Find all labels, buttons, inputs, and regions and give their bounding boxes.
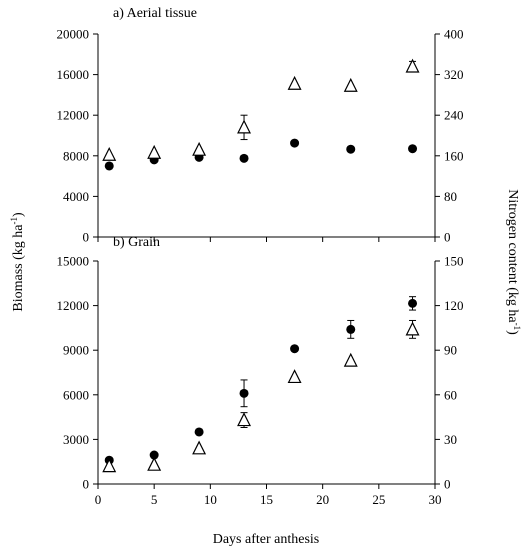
y-left-tick-label: 15000 xyxy=(57,254,90,269)
data-point-triangle xyxy=(287,369,302,384)
y-right-tick-label: 320 xyxy=(444,67,464,82)
data-point-triangle xyxy=(147,144,162,159)
y-right-tick-label: 30 xyxy=(444,432,457,447)
x-tick-label: 20 xyxy=(316,492,329,507)
y-right-tick-label: 90 xyxy=(444,343,457,358)
series-filled-circle xyxy=(104,296,418,465)
data-point-triangle xyxy=(405,321,420,336)
data-point-triangle xyxy=(102,146,117,161)
y-left-tick-label: 12000 xyxy=(57,108,90,123)
y-axis-right-title: Nitrogen content (kg ha-1) xyxy=(505,189,522,335)
data-point-circle xyxy=(194,427,204,437)
y-right-tick-label: 400 xyxy=(444,27,464,42)
y-right-tick-label: 150 xyxy=(444,254,464,269)
y-right-tick-label: 240 xyxy=(444,108,464,123)
y-left-tick-label: 16000 xyxy=(57,67,90,82)
data-point-circle xyxy=(346,144,356,154)
data-point-triangle xyxy=(237,119,252,134)
series-open-triangle xyxy=(102,58,420,161)
y-left-tick-label: 6000 xyxy=(63,387,89,402)
y-right-tick-label: 60 xyxy=(444,387,457,402)
y-left-tick-label: 4000 xyxy=(63,189,89,204)
data-point-triangle xyxy=(192,141,207,156)
y-right-tick-label: 0 xyxy=(444,477,451,492)
data-point-circle xyxy=(290,344,300,354)
y-right-tick-label: 160 xyxy=(444,148,464,163)
data-point-circle xyxy=(346,324,356,334)
data-point-circle xyxy=(408,144,418,154)
data-point-circle xyxy=(290,138,300,148)
data-point-triangle xyxy=(147,456,162,471)
panel-title: a) Aerial tissue xyxy=(113,6,197,21)
y-right-tick-label: 120 xyxy=(444,298,464,313)
x-tick-label: 30 xyxy=(429,492,442,507)
y-right-tick-label: 0 xyxy=(444,230,451,245)
x-tick-label: 0 xyxy=(95,492,102,507)
chart-panel-2: b) Grain03000600090001200015000030609012… xyxy=(57,235,464,507)
chart-panel-1: a) Aerial tissue040008000120001600020000… xyxy=(57,6,464,245)
x-tick-label: 5 xyxy=(151,492,158,507)
y-left-tick-label: 12000 xyxy=(57,298,90,313)
y-left-tick-label: 0 xyxy=(83,230,90,245)
data-point-circle xyxy=(239,153,249,163)
series-open-triangle xyxy=(102,319,420,473)
y-right-tick-label: 80 xyxy=(444,189,457,204)
data-point-circle xyxy=(149,450,159,460)
panel-title: b) Grain xyxy=(113,235,160,250)
y-left-tick-label: 0 xyxy=(83,477,90,492)
data-point-triangle xyxy=(102,458,117,473)
data-point-triangle xyxy=(343,77,358,92)
data-point-circle xyxy=(104,161,114,171)
data-point-triangle xyxy=(237,412,252,427)
x-tick-label: 25 xyxy=(372,492,385,507)
data-point-triangle xyxy=(192,440,207,455)
data-point-triangle xyxy=(405,58,420,73)
data-point-triangle xyxy=(343,352,358,367)
y-left-tick-label: 3000 xyxy=(63,432,89,447)
y-left-tick-label: 8000 xyxy=(63,148,89,163)
y-axis-left-title: Biomass (kg ha-1) xyxy=(9,212,26,312)
data-point-triangle xyxy=(287,75,302,90)
data-point-circle xyxy=(239,388,249,398)
data-point-circle xyxy=(408,298,418,308)
x-tick-label: 15 xyxy=(260,492,273,507)
x-tick-label: 10 xyxy=(204,492,217,507)
x-axis-title: Days after anthesis xyxy=(213,532,320,547)
y-left-tick-label: 20000 xyxy=(57,27,90,42)
y-left-tick-label: 9000 xyxy=(63,343,89,358)
